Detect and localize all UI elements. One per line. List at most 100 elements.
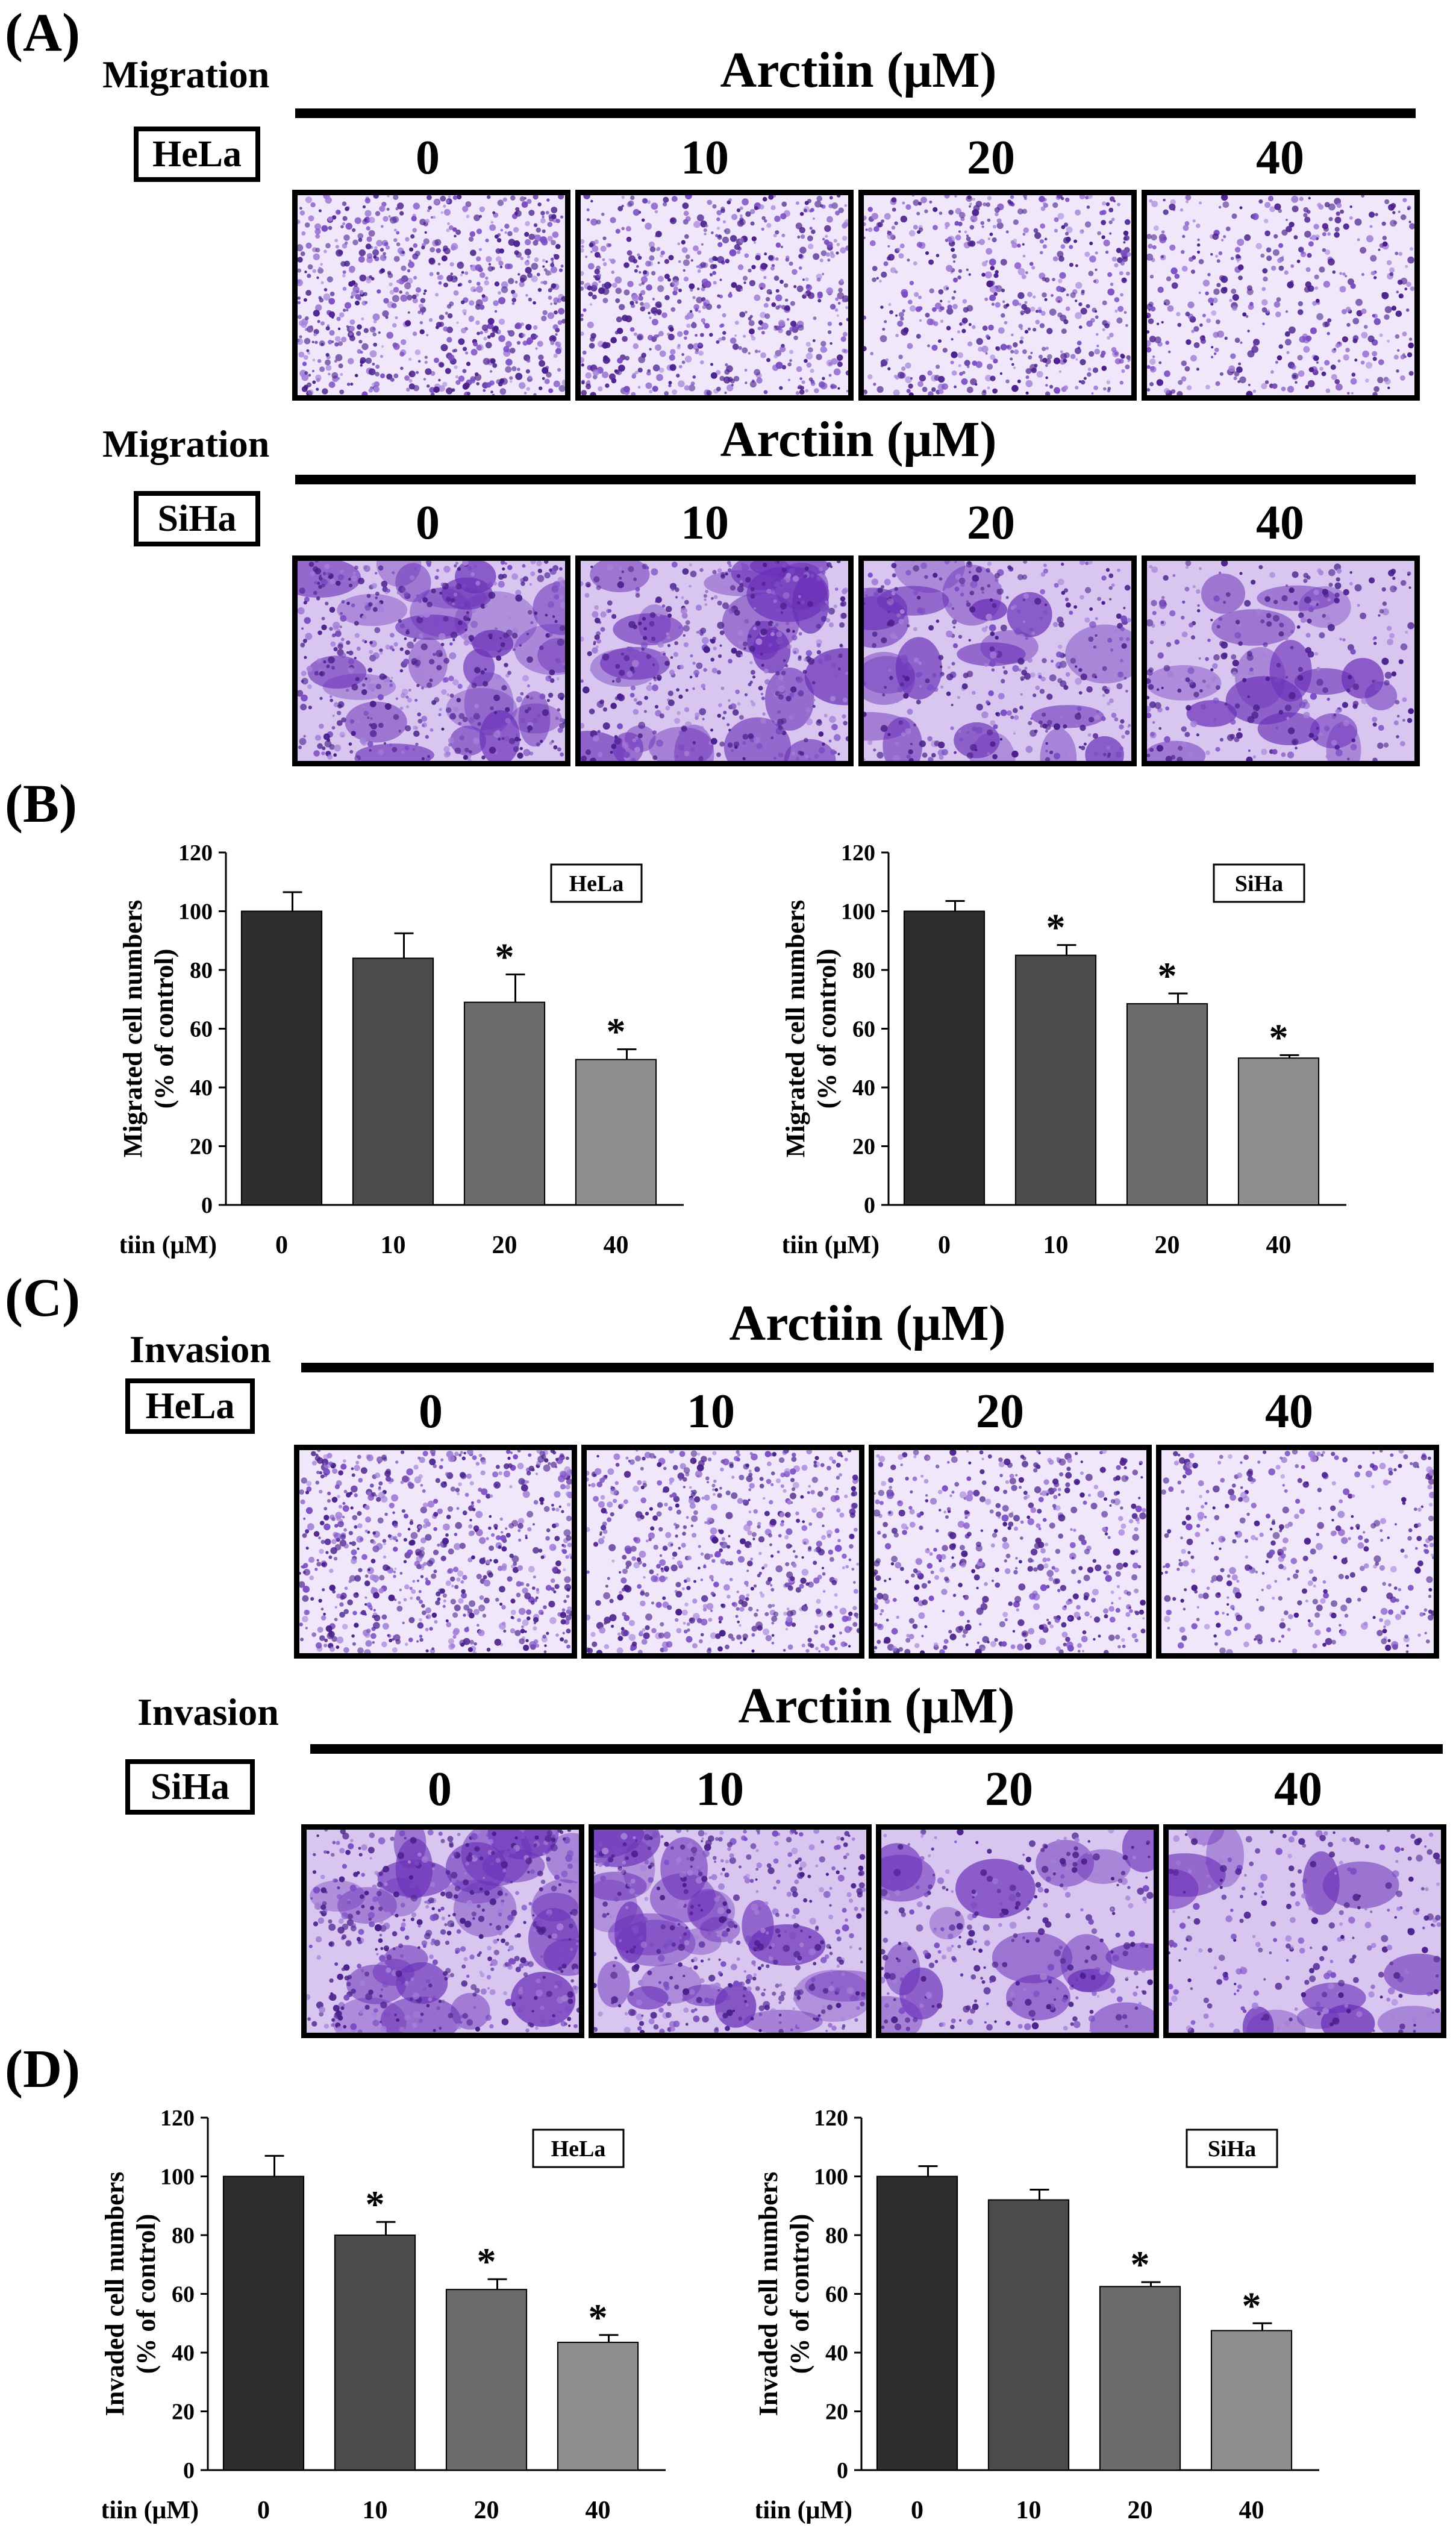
bar [1016, 956, 1096, 1205]
dose-label: 0 [337, 499, 518, 547]
y-axis-label: Invaded cell numbers [756, 2172, 783, 2416]
cell-stain-texture [581, 561, 848, 761]
bar [464, 1002, 545, 1205]
cell-stain-texture [864, 561, 1131, 761]
dose-label: 10 [614, 499, 795, 547]
significance-marker: * [1131, 2243, 1150, 2286]
micrograph [581, 1445, 864, 1659]
bar [989, 2200, 1069, 2471]
y-axis-label: Invaded cell numbers [102, 2172, 130, 2416]
assay-label: Migration [102, 425, 269, 463]
dose-label: 40 [1208, 1765, 1389, 1813]
micrograph [301, 1824, 584, 2038]
y-axis-label: (% of control) [149, 949, 179, 1109]
y-tick-label: 20 [172, 2400, 195, 2425]
y-tick-label: 60 [825, 2282, 848, 2307]
significance-marker: * [1158, 954, 1177, 997]
x-tick-label: 20 [1155, 1231, 1180, 1259]
cell-stain-texture [594, 1830, 866, 2033]
micrograph [876, 1824, 1159, 2038]
bar [576, 1060, 656, 1205]
y-tick-label: 80 [190, 958, 213, 983]
x-tick-label: 20 [474, 2497, 499, 2524]
y-tick-label: 40 [172, 2341, 195, 2366]
micrograph [869, 1445, 1152, 1659]
micrograph [589, 1824, 872, 2038]
bar [1239, 1058, 1319, 1205]
x-tick-label: 0 [257, 2497, 270, 2524]
dose-label: 10 [630, 1765, 810, 1813]
x-tick-label: 10 [1043, 1231, 1069, 1259]
x-tick-label: 10 [363, 2497, 388, 2524]
y-tick-label: 80 [825, 2223, 848, 2248]
significance-marker: * [607, 1010, 626, 1053]
y-tick-label: 80 [172, 2223, 195, 2248]
significance-marker: * [495, 935, 514, 978]
bar [353, 959, 433, 1206]
x-axis-label: Arctiin (μM) [120, 1231, 217, 1259]
significance-marker: * [1046, 906, 1066, 949]
x-tick-label: 20 [1128, 2497, 1153, 2524]
y-tick-label: 120 [841, 840, 875, 866]
x-tick-label: 40 [604, 1231, 629, 1259]
y-tick-label: 60 [852, 1017, 875, 1042]
micrograph [292, 190, 570, 401]
y-tick-label: 100 [841, 899, 875, 925]
bar [877, 2177, 957, 2471]
cell-stain-texture [874, 1450, 1146, 1653]
dose-label: 20 [919, 1765, 1099, 1813]
y-tick-label: 100 [160, 2165, 195, 2190]
legend-label: SiHa [1208, 2136, 1256, 2162]
cell-stain-texture [864, 195, 1131, 395]
y-tick-label: 40 [190, 1075, 213, 1101]
micrograph [858, 190, 1137, 401]
cell-stain-texture [307, 1830, 579, 2033]
y-tick-label: 100 [814, 2165, 848, 2190]
migration-hela-block: Migration Arctiin (μM) HeLa 0 10 20 40 [0, 0, 1456, 410]
migration-siha-block: Migration Arctiin (μM) SiHa 0 10 20 40 [0, 410, 1456, 771]
micrograph [1142, 190, 1420, 401]
y-axis-label: Migrated cell numbers [120, 900, 148, 1158]
y-tick-label: 120 [814, 2106, 848, 2131]
micrograph [292, 555, 570, 766]
x-axis-label: Arctiin (μM) [756, 2497, 852, 2524]
y-axis-label: (% of control) [131, 2214, 161, 2374]
x-tick-label: 0 [938, 1231, 951, 1259]
dose-label: 10 [614, 134, 795, 182]
y-tick-label: 40 [825, 2341, 848, 2366]
invasion-hela-block: Invasion Arctiin (μM) HeLa 0 10 20 40 [0, 1271, 1456, 1693]
cell-line-box: HeLa [125, 1378, 255, 1434]
y-tick-label: 0 [201, 1193, 213, 1218]
dose-label: 20 [901, 499, 1081, 547]
cell-line-box: SiHa [125, 1759, 255, 1815]
y-tick-label: 100 [178, 899, 213, 925]
treatment-title: Arctiin (μM) [295, 45, 1422, 96]
treatment-title: Arctiin (μM) [295, 414, 1422, 465]
micrograph [858, 555, 1137, 766]
significance-marker: * [477, 2240, 496, 2283]
y-tick-label: 0 [837, 2458, 848, 2483]
legend-label: HeLa [551, 2136, 606, 2162]
y-tick-label: 120 [160, 2106, 195, 2131]
assay-label: Invasion [130, 1330, 271, 1369]
y-axis-label: (% of control) [812, 949, 842, 1109]
cell-stain-texture [881, 1830, 1154, 2033]
cell-stain-texture [1147, 195, 1414, 395]
bar [223, 2177, 304, 2471]
y-tick-label: 80 [852, 958, 875, 983]
dose-label: 40 [1199, 1387, 1379, 1436]
bar [1127, 1004, 1207, 1205]
y-tick-label: 60 [190, 1017, 213, 1042]
y-tick-label: 40 [852, 1075, 875, 1101]
cell-line-box: SiHa [134, 491, 260, 546]
y-tick-label: 120 [178, 840, 213, 866]
bar [1100, 2286, 1180, 2470]
dose-label: 0 [337, 134, 518, 182]
y-tick-label: 20 [825, 2400, 848, 2425]
treatment-bar [310, 1744, 1443, 1754]
